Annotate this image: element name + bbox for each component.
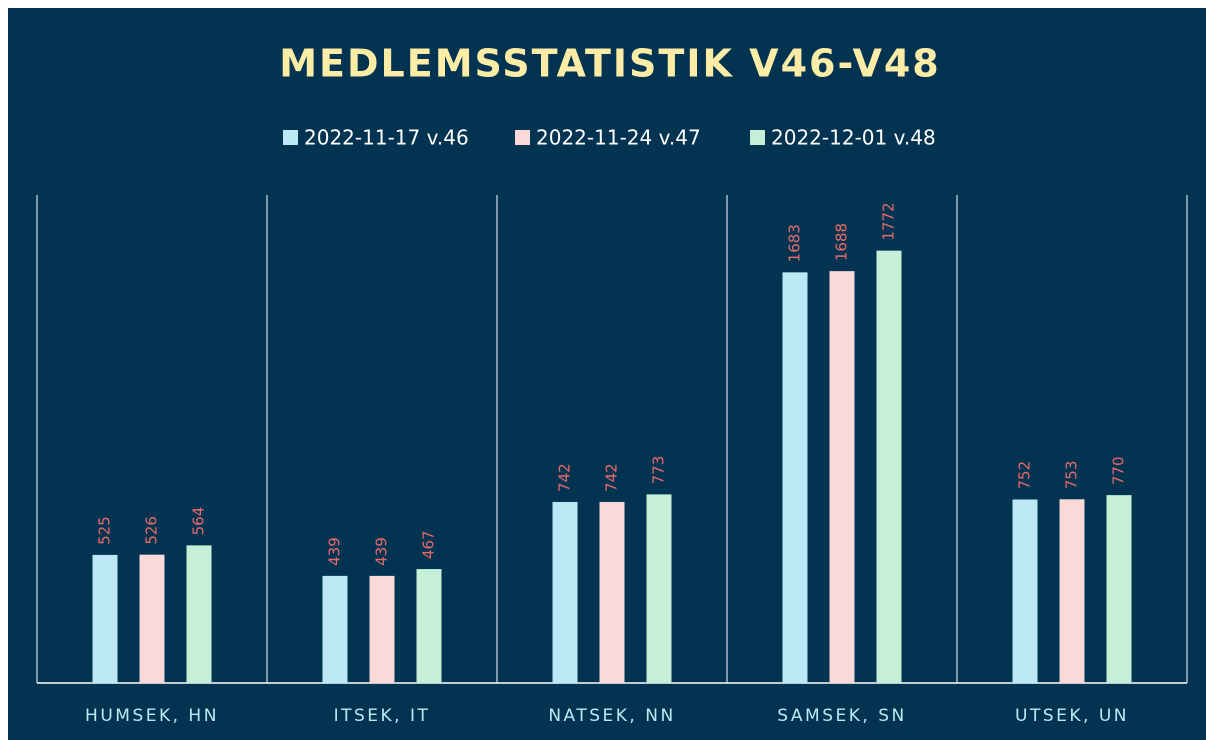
bar — [1012, 499, 1038, 683]
legend-label: 2022-12-01 v.48 — [771, 126, 936, 150]
data-label: 742 — [556, 463, 574, 492]
bar — [646, 494, 672, 683]
data-label: 564 — [190, 507, 208, 536]
data-label: 753 — [1063, 461, 1081, 490]
bar — [1059, 499, 1085, 683]
legend-swatch — [283, 130, 298, 145]
legend-swatch — [750, 130, 765, 145]
legend-swatch — [515, 130, 530, 145]
legend-label: 2022-11-17 v.46 — [304, 126, 469, 150]
x-tick-label: ITSEK, IT — [334, 706, 431, 726]
x-tick-label: HUMSEK, HN — [85, 706, 219, 726]
bar — [1106, 495, 1132, 683]
data-label: 752 — [1016, 461, 1034, 490]
bar — [322, 575, 348, 683]
bar — [416, 569, 442, 683]
data-label: 526 — [143, 516, 161, 545]
bar — [599, 501, 625, 683]
bar — [782, 272, 808, 683]
bar — [829, 271, 855, 683]
data-label: 1683 — [786, 224, 804, 262]
data-label: 1772 — [880, 202, 898, 240]
x-tick-label: NATSEK, NN — [548, 706, 675, 726]
bar — [876, 250, 902, 683]
bar — [186, 545, 212, 683]
bar — [92, 554, 118, 683]
data-label: 770 — [1110, 456, 1128, 485]
bar — [139, 554, 165, 683]
legend-label: 2022-11-24 v.47 — [536, 126, 701, 150]
data-label: 467 — [420, 530, 438, 559]
bar — [552, 501, 578, 683]
x-tick-label: SAMSEK, SN — [777, 706, 906, 726]
data-label: 742 — [603, 463, 621, 492]
x-tick-label: UTSEK, UN — [1015, 706, 1129, 726]
data-label: 439 — [326, 537, 344, 566]
data-label: 1688 — [833, 223, 851, 261]
bar — [369, 575, 395, 683]
data-label: 439 — [373, 537, 391, 566]
data-label: 525 — [96, 516, 114, 545]
chart-title: MEDLEMSSTATISTIK V46-V48 — [279, 42, 941, 86]
data-label: 773 — [650, 456, 668, 485]
